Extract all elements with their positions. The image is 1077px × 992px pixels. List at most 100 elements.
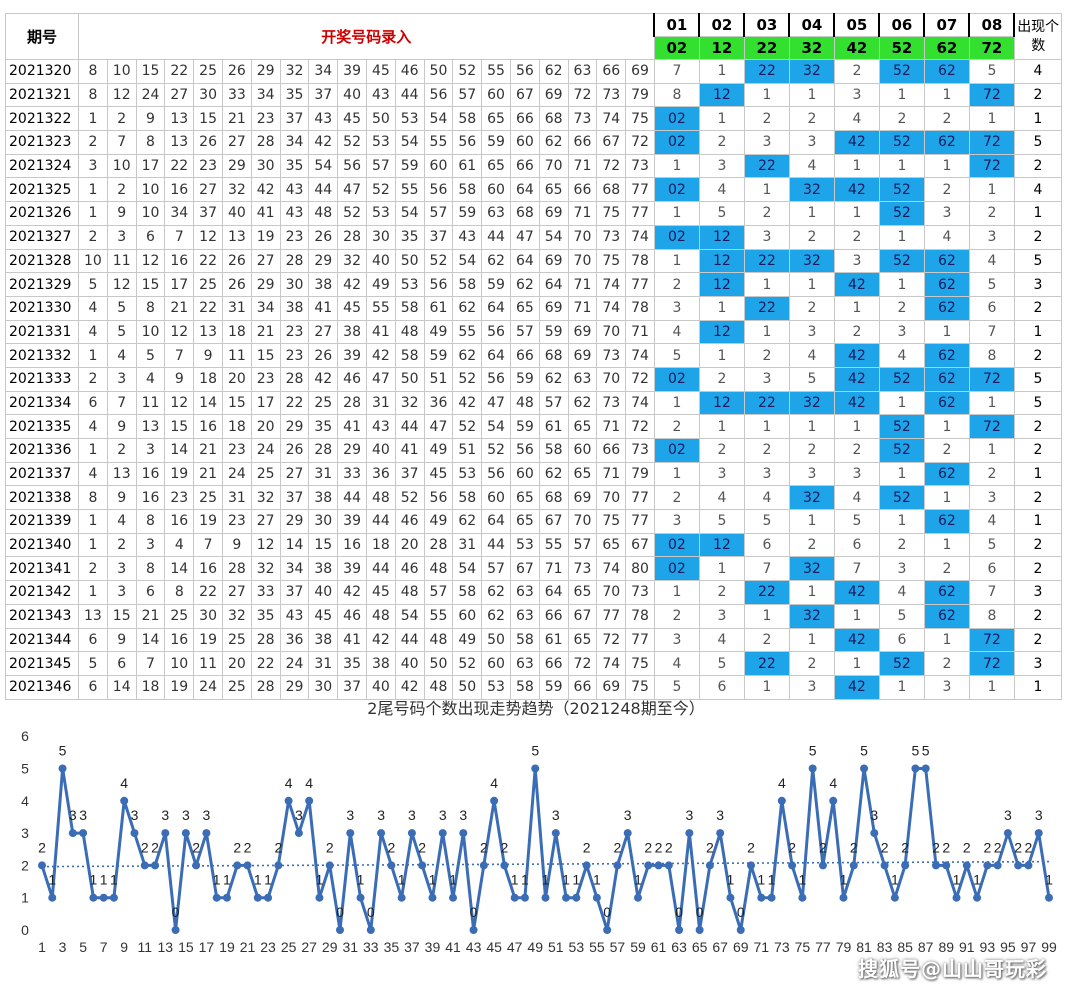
table-row: 2021338 8 9 16 23 25 31 32 37 38 44 48 52 56 58 60 65 68 6… — [5, 485, 1062, 511]
draw-number-cell: 52 — [481, 438, 511, 463]
data-label: 1 — [840, 872, 848, 888]
data-point — [305, 796, 314, 805]
draw-number-cell: 1 — [78, 580, 108, 605]
hit-cell: 42 — [833, 627, 880, 653]
x-tick-label: 29 — [322, 939, 338, 955]
draw-number-cell: 30 — [193, 603, 223, 629]
hit-cell: 62 — [923, 59, 970, 84]
x-tick-label: 39 — [425, 939, 441, 955]
draw-number-cell: 32 — [250, 556, 281, 582]
draw-number-cell: 64 — [481, 509, 511, 534]
draw-number-cell: 12 — [164, 319, 195, 345]
y-tick-label: 1 — [21, 890, 29, 906]
gap-cell: 1 — [878, 674, 925, 700]
gap-cell: 1 — [968, 177, 1015, 203]
data-label: 1 — [727, 872, 735, 888]
count-cell: 2 — [1013, 438, 1062, 463]
data-point — [356, 893, 365, 902]
draw-number-cell: 26 — [193, 130, 223, 155]
y-tick-label: 2 — [21, 857, 29, 873]
data-point — [716, 829, 725, 838]
data-label: 1 — [48, 872, 56, 888]
draw-number-cell: 27 — [221, 580, 252, 605]
data-label: 4 — [305, 775, 313, 791]
data-label: 2 — [963, 839, 971, 855]
gap-cell: 3 — [788, 674, 835, 700]
draw-number-cell: 77 — [625, 272, 655, 297]
draw-number-cell: 3 — [135, 532, 166, 558]
draw-number-cell: 54 — [308, 153, 339, 179]
x-tick-label: 89 — [938, 939, 954, 955]
draw-number-cell: 63 — [509, 603, 540, 629]
gap-cell: 4 — [788, 343, 835, 368]
draw-number-cell: 21 — [193, 461, 223, 487]
draw-number-cell: 61 — [538, 414, 569, 439]
hit-cell: 02 — [653, 532, 700, 558]
draw-number-cell: 37 — [279, 106, 310, 132]
data-label: 2 — [901, 839, 909, 855]
draw-number-cell: 25 — [221, 627, 252, 653]
draw-number-cell: 68 — [538, 485, 569, 511]
hit-cell: 52 — [878, 177, 925, 203]
data-point — [325, 861, 334, 870]
draw-number-cell: 67 — [509, 82, 540, 108]
data-label: 0 — [172, 904, 180, 920]
data-label: 3 — [377, 807, 385, 823]
data-point — [901, 861, 910, 870]
draw-number-cell: 73 — [596, 82, 627, 108]
x-tick-label: 67 — [712, 939, 728, 955]
data-label: 1 — [254, 872, 262, 888]
draw-number-cell: 73 — [596, 224, 627, 250]
table-row: 2021344 6 9 14 16 19 25 28 36 38 41 42 44 48 49 50 58 61 6… — [5, 627, 1062, 653]
data-point — [490, 796, 499, 805]
draw-number-cell: 68 — [596, 177, 627, 203]
gap-cell: 1 — [698, 343, 745, 368]
draw-number-cell: 70 — [567, 509, 598, 534]
data-label: 0 — [696, 904, 704, 920]
gap-cell: 3 — [968, 224, 1015, 250]
draw-number-cell: 20 — [250, 414, 281, 439]
draw-number-cell: 15 — [250, 343, 281, 368]
target-number: 32 — [788, 36, 835, 60]
watermark: 搜狐号@山山哥玩彩 — [858, 957, 1047, 981]
data-point — [264, 893, 273, 902]
draw-number-cell: 9 — [135, 106, 166, 132]
draw-number-cell: 51 — [423, 366, 454, 392]
data-label: 3 — [203, 807, 211, 823]
gap-cell: 1 — [878, 390, 925, 416]
data-point — [736, 926, 745, 934]
x-tick-label: 83 — [877, 939, 893, 955]
data-point — [109, 893, 118, 902]
draw-number-cell: 67 — [567, 603, 598, 629]
draw-number-cell: 66 — [538, 651, 569, 676]
draw-number-cell: 35 — [337, 651, 367, 676]
data-label: 2 — [983, 839, 991, 855]
gap-cell: 6 — [743, 532, 790, 558]
data-point — [592, 893, 601, 902]
draw-number-cell: 71 — [625, 319, 655, 345]
draw-number-cell: 37 — [394, 461, 425, 487]
data-label: 3 — [161, 807, 169, 823]
x-tick-label: 97 — [1021, 939, 1037, 955]
data-point — [469, 926, 478, 934]
draw-number-cell: 23 — [164, 485, 195, 511]
x-tick-label: 63 — [671, 939, 687, 955]
draw-number-cell: 14 — [279, 532, 310, 558]
draw-number-cell: 29 — [279, 414, 310, 439]
period-cell: 2021329 — [5, 272, 79, 297]
draw-number-cell: 30 — [308, 674, 339, 700]
draw-number-cell: 40 — [221, 201, 252, 226]
count-cell: 1 — [1013, 509, 1062, 534]
period-cell: 2021339 — [5, 509, 79, 534]
draw-number-cell: 51 — [452, 438, 483, 463]
data-point — [911, 764, 920, 773]
data-label: 2 — [192, 839, 200, 855]
column-number-header: 04 — [788, 13, 836, 37]
draw-number-cell: 55 — [481, 59, 511, 84]
gap-cell: 2 — [698, 366, 745, 392]
table-row: 2021342 1 3 6 8 22 27 33 37 40 42 45 48 57 58 62 63 64 65 7… — [5, 580, 1062, 605]
draw-number-cell: 60 — [423, 153, 454, 179]
gap-cell: 3 — [968, 485, 1015, 511]
gap-cell: 5 — [968, 59, 1015, 84]
gap-cell: 2 — [878, 106, 925, 132]
